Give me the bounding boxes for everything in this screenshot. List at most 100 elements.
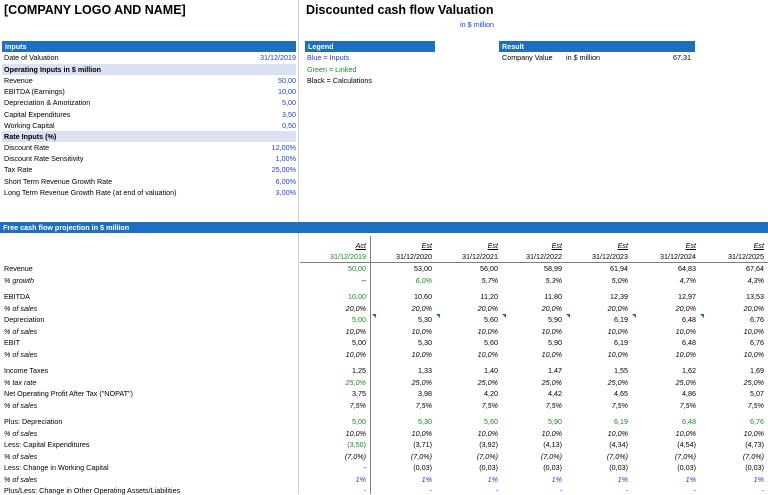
projection-cell: 20,0% xyxy=(345,303,366,313)
valuation-date-value[interactable]: 31/12/2019 xyxy=(260,53,296,62)
projection-cell: (7,0%) xyxy=(742,451,764,461)
projection-cell: 10,0% xyxy=(743,326,764,336)
projection-cell: 5,30 xyxy=(418,417,432,426)
projection-cell: 1,25 xyxy=(352,366,366,375)
projection-cell: 5,00 xyxy=(352,315,366,324)
projection-cell: 10,0% xyxy=(607,326,628,336)
operating-input-row: Working Capital 0,50 xyxy=(0,120,298,131)
operating-input-row: EBITDA (Earnings) 10,00 xyxy=(0,86,298,97)
projection-row-label: Plus: Depreciation xyxy=(4,417,63,426)
projection-cell: 5,07 xyxy=(750,389,764,398)
projection-cell: 10,0% xyxy=(743,428,764,438)
operating-input-value[interactable]: 10,00 xyxy=(278,87,296,97)
inputs-header: Inputs xyxy=(2,41,296,52)
rate-input-value[interactable]: 1,00% xyxy=(275,154,296,164)
projection-cell: 6,48 xyxy=(682,338,696,347)
rate-input-value[interactable]: 12,00% xyxy=(271,143,296,152)
rate-input-value[interactable]: 3,00% xyxy=(275,187,296,197)
projection-cell: 11,20 xyxy=(480,292,498,301)
operating-input-value[interactable]: 0,50 xyxy=(282,120,296,130)
projection-cell: 10,0% xyxy=(541,349,562,359)
projection-cell: (7,0%) xyxy=(674,451,696,461)
projection-cell: 1% xyxy=(753,474,764,484)
projection-cell: (4,73) xyxy=(745,440,764,449)
projection-cell: 1% xyxy=(355,474,366,484)
projection-cell: (0,03) xyxy=(543,463,562,472)
rate-input-label: Tax Rate xyxy=(4,165,33,175)
column-divider xyxy=(298,0,299,494)
projection-cell: 6,19 xyxy=(614,315,628,324)
projection-cell: 25,0% xyxy=(541,377,562,387)
company-value-unit: in $ million xyxy=(566,53,600,62)
projection-cell: 10,0% xyxy=(607,428,628,438)
projection-cell: (7,0%) xyxy=(606,451,628,461)
rate-input-row: Long Term Revenue Growth Rate (at end of… xyxy=(0,187,298,198)
projection-cell: - xyxy=(495,486,498,495)
operating-input-label: Depreciation & Amotization xyxy=(4,98,91,108)
rate-input-label: Long Term Revenue Growth Rate (at end of… xyxy=(4,187,177,197)
projection-cell: 25,0% xyxy=(607,377,628,387)
projection-cell: 58,99 xyxy=(544,264,562,273)
projection-row-label: Income Taxes xyxy=(4,366,49,375)
column-type: Est xyxy=(617,241,628,250)
projection-cell: 12,97 xyxy=(678,292,696,301)
error-indicator-icon xyxy=(566,314,570,318)
projection-cell: 7,5% xyxy=(415,400,432,410)
operating-input-value[interactable]: 5,00 xyxy=(282,98,296,108)
column-type: Est xyxy=(685,241,696,250)
operating-input-value[interactable]: 50,00 xyxy=(278,76,296,85)
rate-input-row: Discount Rate Sensitivity 1,00% xyxy=(0,153,298,164)
column-type: Est xyxy=(551,241,562,250)
projection-cell: 6,19 xyxy=(614,338,628,347)
operating-input-value[interactable]: 3,50 xyxy=(282,109,296,119)
projection-row-label: % of sales xyxy=(4,474,38,484)
projection-cell: 5,60 xyxy=(484,338,498,347)
projection-cell: (3,71) xyxy=(413,440,432,449)
projection-cell: 10,0% xyxy=(607,349,628,359)
legend-item: Blue = Inputs xyxy=(307,53,350,62)
rate-input-label: Short Term Revenue Growth Rate xyxy=(4,176,113,186)
projection-cell: (7,0%) xyxy=(540,451,562,461)
rate-input-label: Discount Rate xyxy=(4,143,50,152)
rate-input-row: Short Term Revenue Growth Rate 6,00% xyxy=(0,176,298,187)
column-date: 31/12/2020 xyxy=(396,252,432,261)
projection-cell: 4,3% xyxy=(747,275,764,285)
rate-input-value[interactable]: 25,00% xyxy=(271,165,296,175)
column-date: 31/12/2025 xyxy=(728,252,764,261)
rate-input-value[interactable]: 6,00% xyxy=(275,176,296,186)
column-date: 31/12/2019 xyxy=(330,252,366,261)
projection-cell: 5,7% xyxy=(481,275,498,285)
column-type: Est xyxy=(753,241,764,250)
projection-cell: 3,98 xyxy=(418,389,432,398)
valuation-date-label: Date of Valuation xyxy=(4,53,59,62)
projection-cell: (4,13) xyxy=(543,440,562,449)
legend-header: Legend xyxy=(305,41,435,52)
projection-cell: 10,0% xyxy=(541,428,562,438)
projection-row-label: % of sales xyxy=(4,428,38,438)
projection-cell: 56,00 xyxy=(480,264,498,273)
projection-cell: 7,5% xyxy=(747,400,764,410)
projection-cell: 25,0% xyxy=(743,377,764,387)
projection-cell: (0,03) xyxy=(677,463,696,472)
projection-row-label: % of sales xyxy=(4,349,38,359)
column-date: 31/12/2021 xyxy=(462,252,498,261)
projection-cell: 6,48 xyxy=(682,417,696,426)
projection-cell: (0,03) xyxy=(413,463,432,472)
projection-cell: (3,50) xyxy=(347,440,366,449)
projection-cell: 10,0% xyxy=(675,326,696,336)
projection-cell: 25,0% xyxy=(411,377,432,387)
projection-cell: 4,42 xyxy=(548,389,562,398)
projection-cell: 50,00 xyxy=(348,264,366,273)
projection-cell: 1,55 xyxy=(614,366,628,375)
projection-cell: 1% xyxy=(617,474,628,484)
projection-row-label: Net Operating Profit After Tax ("NOPAT") xyxy=(4,389,133,398)
projection-cell: 25,0% xyxy=(477,377,498,387)
projection-cell: 25,0% xyxy=(345,377,366,387)
projection-row-label: EBIT xyxy=(4,338,20,347)
projection-cell: 5,60 xyxy=(484,417,498,426)
projection-cell: 7,5% xyxy=(611,400,628,410)
projection-row-label: % of sales xyxy=(4,451,38,461)
projection-cell: 20,0% xyxy=(477,303,498,313)
projection-cell: 10,0% xyxy=(345,326,366,336)
projection-cell: 7,5% xyxy=(481,400,498,410)
